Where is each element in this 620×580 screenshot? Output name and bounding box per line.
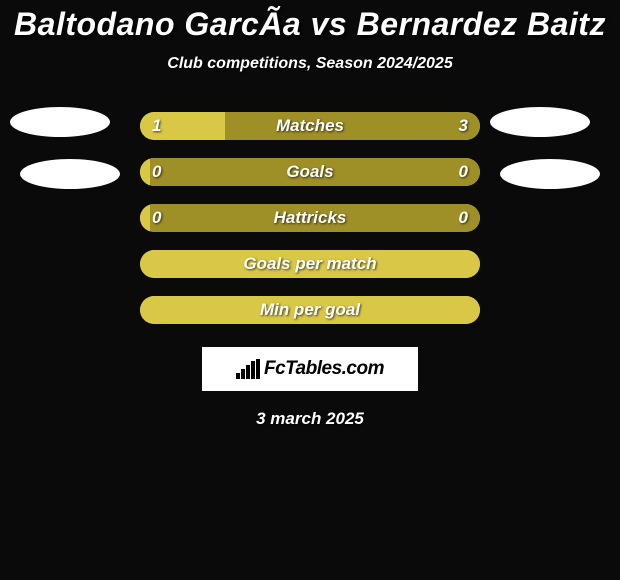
stat-bar: 13Matches (140, 112, 480, 140)
stat-bar-right (150, 158, 480, 186)
stat-value-right: 3 (459, 112, 468, 140)
stat-row: 00Hattricks (0, 195, 620, 241)
stat-bar-left (140, 296, 480, 324)
stat-value-left: 0 (152, 158, 161, 186)
subtitle: Club competitions, Season 2024/2025 (0, 49, 620, 103)
stat-bar: Min per goal (140, 296, 480, 324)
brand-name: FcTables.com (264, 358, 384, 380)
stat-bar-left (140, 250, 480, 278)
stat-bar-left (140, 204, 150, 232)
stat-bar-left (140, 158, 150, 186)
bars-icon (236, 359, 260, 379)
snapshot-date: 3 march 2025 (0, 391, 620, 429)
stat-bar: 00Goals (140, 158, 480, 186)
stat-row: Min per goal (0, 287, 620, 333)
stat-value-left: 0 (152, 204, 161, 232)
stat-value-right: 0 (459, 158, 468, 186)
club-badge-placeholder (490, 107, 590, 137)
club-badge-placeholder (10, 107, 110, 137)
comparison-infographic: Baltodano GarcÃa vs Bernardez Baitz Club… (0, 0, 620, 429)
stat-bar-right (150, 204, 480, 232)
stat-bar: 00Hattricks (140, 204, 480, 232)
stat-rows: 13Matches00Goals00HattricksGoals per mat… (0, 103, 620, 333)
club-badge-placeholder (500, 159, 600, 189)
page-title: Baltodano GarcÃa vs Bernardez Baitz (0, 4, 620, 49)
stat-value-left: 1 (152, 112, 161, 140)
stat-bar: Goals per match (140, 250, 480, 278)
brand-logo: FcTables.com (202, 347, 418, 391)
stat-row: Goals per match (0, 241, 620, 287)
stat-value-right: 0 (459, 204, 468, 232)
stat-bar-right (225, 112, 480, 140)
club-badge-placeholder (20, 159, 120, 189)
